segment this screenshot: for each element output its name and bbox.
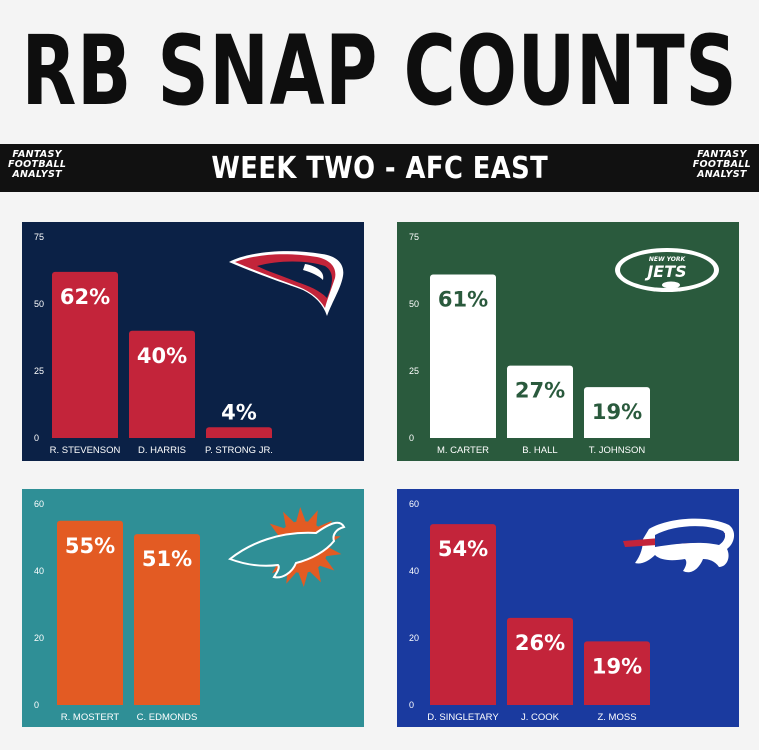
y-tick-label: 25 xyxy=(409,366,419,376)
logo-text-city: NEW YORK xyxy=(649,256,687,263)
data-label: 40% xyxy=(137,344,187,368)
bar xyxy=(507,365,573,438)
bar-base xyxy=(430,435,496,438)
category-label: C. EDMONDS xyxy=(137,712,198,723)
buffalo-fill xyxy=(655,526,726,547)
y-tick-label: 60 xyxy=(34,499,44,509)
bar xyxy=(430,524,496,705)
category-label: T. JOHNSON xyxy=(589,445,646,456)
bar-base xyxy=(134,702,200,705)
y-tick-label: 40 xyxy=(409,566,419,576)
bar-base xyxy=(129,435,195,438)
category-label: P. STRONG JR. xyxy=(205,445,273,456)
dolphin xyxy=(228,521,346,579)
data-label: 54% xyxy=(438,537,488,561)
bar-base xyxy=(584,435,650,438)
week-subtitle: WEEK TWO - AFC EAST xyxy=(211,150,548,186)
category-label: D. SINGLETARY xyxy=(427,712,499,723)
y-tick-label: 50 xyxy=(409,299,419,309)
y-tick-label: 0 xyxy=(34,700,39,710)
category-label: M. CARTER xyxy=(437,445,489,456)
y-tick-label: 0 xyxy=(409,700,414,710)
bar-base xyxy=(584,702,650,705)
chart-bills: 0 20 40 60 54% D. SINGLETARY 26% J. COOK 19% Z. M… xyxy=(397,489,739,727)
logo-star xyxy=(303,264,324,280)
chart-svg: 0 25 50 75 62% R. STEVENSON 40% D. HARRIS 4% P. S… xyxy=(22,222,364,461)
sun-ray xyxy=(283,511,294,527)
logo-text-team: JETS xyxy=(644,262,686,281)
category-label: R. MOSTERT xyxy=(61,712,120,723)
bar xyxy=(57,520,123,705)
sun-ray xyxy=(298,572,308,587)
y-tick-label: 20 xyxy=(34,633,44,643)
y-tick-label: 75 xyxy=(409,232,419,242)
subtitle-banner: WEEK TWO - AFC EAST xyxy=(0,144,759,192)
chart-dolphins: 0 20 40 60 55% R. MOSTERT 51% C. EDMONDS xyxy=(22,489,364,727)
data-label: 27% xyxy=(515,379,565,403)
category-label: Z. MOSS xyxy=(597,712,636,723)
brand-logo-right: FANTASY FOOTBALL ANALYST xyxy=(693,150,751,180)
patriots-logo-icon xyxy=(229,251,344,316)
sun-ray xyxy=(326,547,342,557)
bar xyxy=(584,641,650,705)
data-label: 62% xyxy=(60,285,110,309)
data-label: 51% xyxy=(142,547,192,571)
brand-line: FANTASY xyxy=(697,149,747,160)
data-label: 4% xyxy=(221,400,257,424)
sun-ray xyxy=(296,507,306,522)
category-label: R. STEVENSON xyxy=(50,445,121,456)
chart-jets: 0 25 50 75 NEW YORK JETS 61% M. CARTER 27% B. HAL… xyxy=(397,222,739,461)
y-tick-label: 0 xyxy=(34,433,39,443)
bar xyxy=(129,330,195,438)
y-tick-label: 20 xyxy=(409,633,419,643)
y-tick-label: 25 xyxy=(34,366,44,376)
chart-svg: 0 20 40 60 54% D. SINGLETARY 26% J. COOK 19% Z. M… xyxy=(397,489,739,727)
bar xyxy=(584,387,650,438)
bar xyxy=(507,617,573,705)
bar xyxy=(134,534,200,705)
y-tick-label: 0 xyxy=(409,433,414,443)
y-tick-label: 75 xyxy=(34,232,44,242)
brand-line: FOOTBALL xyxy=(692,159,751,170)
logo-ellipse-inner xyxy=(620,252,714,288)
brand-line: FANTASY xyxy=(12,149,62,160)
brand-line: FOOTBALL xyxy=(8,159,67,170)
bills-logo-icon xyxy=(623,518,735,573)
football-icon xyxy=(662,281,680,289)
bar xyxy=(430,274,496,438)
chart-svg: 0 20 40 60 55% R. MOSTERT 51% C. EDMONDS xyxy=(22,489,364,727)
bar-base xyxy=(507,702,573,705)
brand-line: ANALYST xyxy=(12,169,62,180)
data-label: 19% xyxy=(592,654,642,678)
bar-base xyxy=(430,702,496,705)
category-label: B. HALL xyxy=(522,445,557,456)
sun-ray xyxy=(307,510,318,526)
category-label: D. HARRIS xyxy=(138,445,186,456)
data-label: 61% xyxy=(438,288,488,312)
brand-logo-left: FANTASY FOOTBALL ANALYST xyxy=(8,150,66,180)
page-title: RB SNAP COUNTS xyxy=(21,15,738,127)
data-label: 19% xyxy=(592,400,642,424)
y-tick-label: 40 xyxy=(34,566,44,576)
bar xyxy=(52,271,118,438)
bar-base xyxy=(52,435,118,438)
y-tick-label: 50 xyxy=(34,299,44,309)
bar-base xyxy=(206,435,272,438)
data-label: 26% xyxy=(515,631,565,655)
bar-base xyxy=(57,702,123,705)
category-label: J. COOK xyxy=(521,712,560,723)
chart-patriots: 0 25 50 75 62% R. STEVENSON 40% D. HARRIS 4% P. S… xyxy=(22,222,364,461)
sun-ray xyxy=(310,567,321,583)
dolphins-logo-icon xyxy=(228,507,346,587)
data-label: 55% xyxy=(65,534,115,558)
brand-line: ANALYST xyxy=(697,169,747,180)
y-tick-label: 60 xyxy=(409,499,419,509)
bar-base xyxy=(507,435,573,438)
